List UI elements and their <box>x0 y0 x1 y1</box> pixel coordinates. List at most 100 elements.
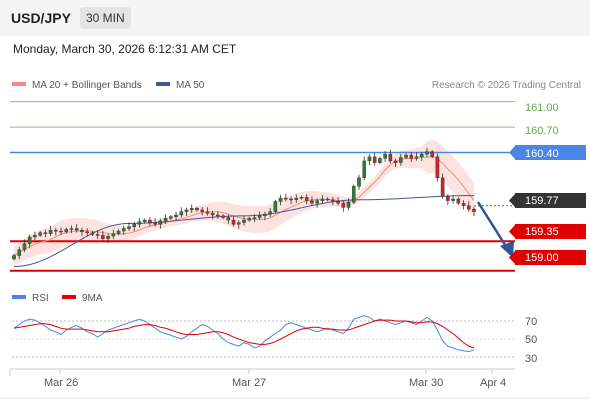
candle-body <box>101 235 105 239</box>
bollinger-band-fill <box>14 140 474 265</box>
candle-body <box>153 222 157 225</box>
candle-body <box>121 228 126 232</box>
candle-body <box>466 205 471 210</box>
credit-label: Research © 2026 Trading Central <box>431 80 581 91</box>
candle <box>393 158 398 167</box>
candle-body <box>179 211 184 216</box>
rsi-swatch-icon <box>12 295 26 300</box>
candle <box>435 153 440 182</box>
candle <box>95 231 100 239</box>
candle <box>299 195 304 200</box>
candle <box>195 206 199 212</box>
candle-body <box>273 201 278 212</box>
candle <box>116 229 121 236</box>
header-bar: USD/JPY 30 MIN <box>0 0 590 36</box>
last-price-tag-bg <box>515 193 586 208</box>
candle <box>315 198 319 208</box>
candle <box>414 152 419 161</box>
rsi-legend-label: RSI <box>32 293 49 304</box>
candle <box>263 211 267 221</box>
candle <box>69 225 74 234</box>
candle-body <box>268 211 272 215</box>
candle <box>451 195 455 204</box>
candle-body <box>378 158 382 163</box>
candle-body <box>404 154 408 158</box>
level-tag-159-00-bg <box>515 250 586 265</box>
candle <box>179 207 184 218</box>
candle <box>74 224 79 233</box>
candle-body <box>325 198 330 201</box>
candle-body <box>184 209 189 212</box>
candle <box>85 228 89 236</box>
candle <box>216 211 220 219</box>
candle <box>461 200 466 210</box>
candle-body <box>242 219 246 223</box>
candle-body <box>346 202 351 208</box>
candle <box>425 147 429 158</box>
candle <box>189 204 194 213</box>
candle <box>153 218 157 227</box>
level-tag-159-00: 159.00 <box>525 252 559 264</box>
candle-body <box>111 233 116 237</box>
forecast-arrow <box>476 201 514 258</box>
candle <box>158 218 163 229</box>
last-price-tag: 159.77 <box>525 195 559 207</box>
candle <box>346 198 351 211</box>
candle <box>17 246 22 260</box>
candle-body <box>64 229 69 233</box>
level-tag-159-35-pointer <box>509 225 515 238</box>
candle <box>59 227 63 235</box>
candle-body <box>310 200 314 204</box>
candle-body <box>247 218 252 221</box>
price-level-lines <box>10 101 515 272</box>
rsi-ma-line <box>13 319 475 349</box>
candle <box>404 153 408 160</box>
candle-body <box>263 213 267 217</box>
candle-body <box>320 198 325 201</box>
candle <box>226 214 231 224</box>
candle-body <box>69 228 74 230</box>
candle <box>210 210 215 220</box>
candle-body <box>43 232 48 234</box>
candle <box>54 227 58 236</box>
rsi-legend-rsi: RSI <box>12 293 49 304</box>
rsi-legend-ma: 9MA <box>62 293 103 304</box>
candle <box>127 222 131 231</box>
candle-body <box>304 197 309 201</box>
candle-body <box>226 217 231 221</box>
ma50-swatch-icon <box>156 82 170 87</box>
level-tag-160-70: 160.70 <box>525 125 559 137</box>
candle-body <box>90 232 95 235</box>
candle <box>12 253 16 261</box>
candle <box>378 156 382 165</box>
candle <box>268 207 272 218</box>
candle-body <box>278 197 283 202</box>
candle <box>205 207 210 216</box>
level-tag-159-35: 159.35 <box>525 226 559 238</box>
candle <box>331 196 335 206</box>
candle-body <box>216 214 220 217</box>
timeframe-badge[interactable]: 30 MIN <box>80 7 131 29</box>
candle <box>231 215 236 227</box>
level-tag-159-00-pointer <box>509 251 515 264</box>
candle <box>456 197 461 205</box>
candle-body <box>409 154 414 159</box>
candle-body <box>195 208 199 211</box>
candle <box>257 211 262 220</box>
candle-body <box>116 230 121 234</box>
candle <box>221 214 225 220</box>
candle <box>80 227 84 237</box>
candle <box>409 151 414 163</box>
candle-body <box>74 228 79 231</box>
symbol-title: USD/JPY <box>11 10 71 26</box>
candle <box>169 215 173 221</box>
candle <box>27 234 32 249</box>
candle <box>174 211 178 221</box>
candle-body <box>27 236 32 244</box>
candle <box>38 231 42 237</box>
candle <box>289 196 293 205</box>
level-tag-160-40-bg <box>515 145 586 160</box>
candle-body <box>22 243 27 250</box>
